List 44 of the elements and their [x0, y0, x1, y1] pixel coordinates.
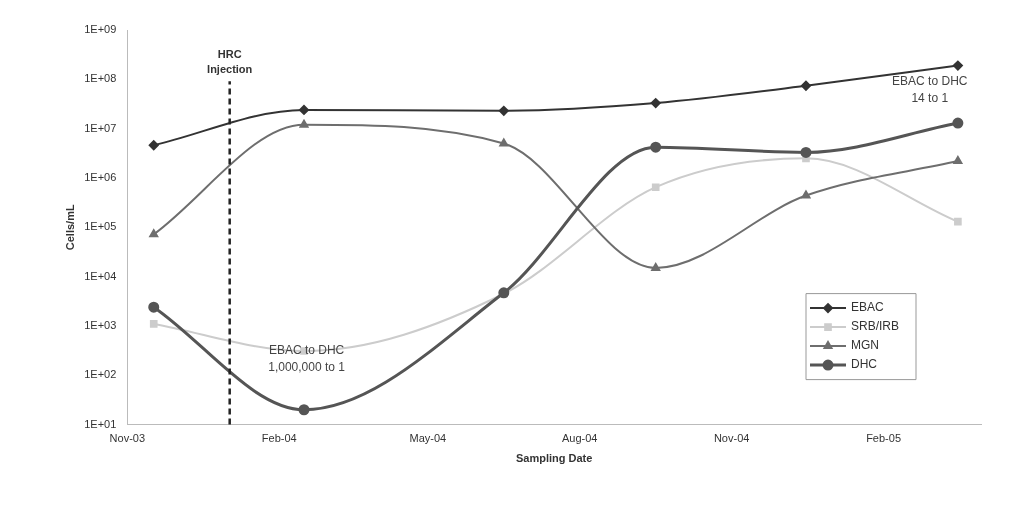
annotation: EBAC to DHC 14 to 1 [892, 74, 968, 106]
ref-line-label: HRC Injection [207, 48, 253, 76]
point [651, 183, 660, 192]
point [800, 80, 811, 91]
point [148, 140, 159, 151]
x-tick-label: Feb-05 [866, 432, 902, 445]
legend-label: MGN [851, 338, 879, 353]
point [299, 119, 309, 128]
x-tick-label: Nov-04 [713, 432, 750, 445]
y-tick-label: 1E+03 [84, 318, 117, 331]
legend-label: SRB/IRB [851, 319, 900, 334]
y-tick-label: 1E+01 [84, 417, 117, 430]
y-tick-label: 1E+06 [84, 171, 117, 184]
point [499, 138, 509, 147]
y-tick-label: 1E+02 [84, 368, 117, 381]
y-tick-label: 1E+07 [84, 121, 117, 134]
point [650, 141, 662, 153]
x-tick-label: Feb-04 [261, 432, 297, 445]
x-tick-label: Nov-03 [109, 432, 146, 445]
legend-label: EBAC [851, 300, 885, 315]
point [149, 320, 158, 328]
point [148, 301, 160, 313]
point [800, 146, 812, 158]
x-tick-label: Aug-04 [562, 432, 598, 445]
x-axis-title: Sampling Date [515, 452, 593, 465]
point [952, 60, 963, 71]
point [953, 156, 963, 165]
point [651, 262, 661, 271]
annotation: EBAC to DHC 1,000,000 to 1 [268, 342, 346, 374]
point [149, 229, 159, 238]
y-tick-label: 1E+08 [84, 72, 117, 85]
point [954, 217, 962, 226]
point [498, 105, 509, 116]
y-axis-title: Cells/mL [63, 204, 76, 251]
point [801, 190, 811, 199]
y-tick-label: 1E+04 [84, 269, 117, 282]
y-tick-label: 1E+05 [84, 220, 117, 233]
point [650, 98, 661, 109]
x-tick-label: May-04 [409, 432, 447, 445]
y-tick-label: 1E+09 [84, 23, 117, 36]
point [952, 117, 964, 129]
point [299, 104, 309, 115]
legend-label: DHC [851, 357, 878, 372]
point [298, 404, 310, 416]
